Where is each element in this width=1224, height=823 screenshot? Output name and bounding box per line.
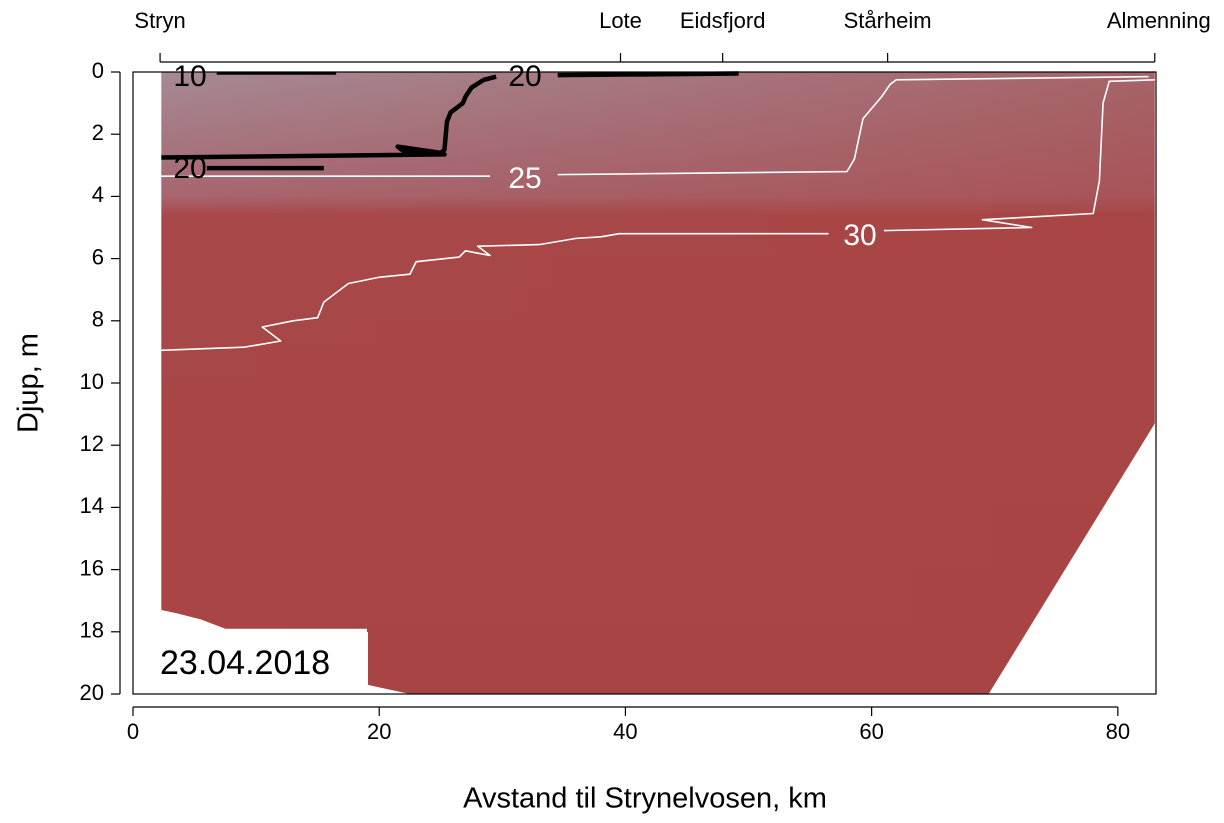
contour-label: 20 xyxy=(508,60,541,93)
y-axis-label: Djup, m xyxy=(13,333,45,433)
x-tick-label: 60 xyxy=(859,719,883,744)
contour-label: 20 xyxy=(173,152,206,185)
y-tick-label: 10 xyxy=(80,369,104,394)
y-tick-label: 18 xyxy=(80,618,104,643)
x-tick-label: 20 xyxy=(367,719,391,744)
contour-line xyxy=(161,75,1149,177)
contour-label: 30 xyxy=(843,219,876,252)
x-tick-label: 40 xyxy=(613,719,637,744)
contour-line xyxy=(161,71,739,171)
y-tick-label: 0 xyxy=(92,58,104,83)
y-tick-label: 6 xyxy=(92,244,104,269)
y-tick-label: 8 xyxy=(92,307,104,332)
y-tick-label: 20 xyxy=(80,680,104,705)
y-tick-label: 12 xyxy=(80,431,104,456)
y-tick-label: 16 xyxy=(80,555,104,580)
contours xyxy=(161,71,1155,352)
y-tick-label: 4 xyxy=(92,182,104,207)
x-tick-label: 80 xyxy=(1106,719,1130,744)
x2-tick-label: Stryn xyxy=(134,8,185,33)
annotation-box xyxy=(155,632,368,694)
x-axis-label: Avstand til Strynelvosen, km xyxy=(463,783,827,815)
annotation: 23.04.2018 xyxy=(160,644,330,682)
x2-tick-label: Lote xyxy=(599,8,642,33)
plot-frame xyxy=(132,71,1157,695)
contour-label: 25 xyxy=(508,162,541,195)
x-tick-label: 0 xyxy=(127,719,139,744)
x2-tick-label: Stårheim xyxy=(844,8,932,33)
x2-tick-label: Almenning xyxy=(1107,8,1211,33)
field xyxy=(161,72,1155,694)
field-shade xyxy=(161,72,1155,694)
x2-tick-label: Eidsfjord xyxy=(680,8,766,33)
contour-line xyxy=(161,78,1155,352)
contour-label: 10 xyxy=(173,60,206,93)
y-tick-label: 2 xyxy=(92,120,104,145)
y-tick-label: 14 xyxy=(80,493,104,518)
